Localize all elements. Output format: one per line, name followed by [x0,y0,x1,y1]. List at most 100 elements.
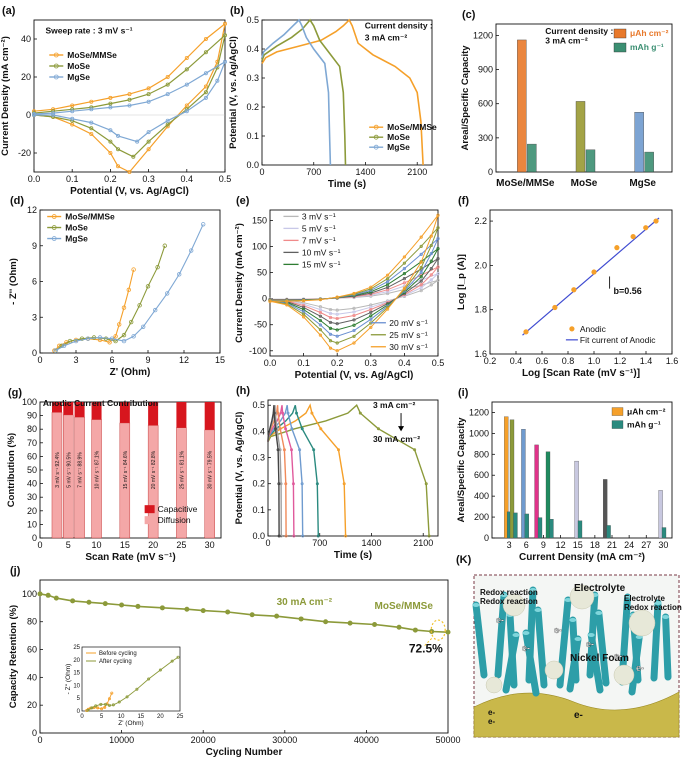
legend-label: MgSe [65,234,88,244]
inset-x-tick-label: 20 [157,714,164,720]
annotation: Current density : [365,21,433,31]
legend-marker [51,225,57,230]
data-point [318,307,322,312]
bar-specific [661,527,667,539]
data-point [116,322,122,327]
legend-swatch [613,42,627,53]
data-point [385,280,390,284]
y-tick-label: 50 [27,465,37,475]
schematic-label: Electrolyte [624,594,665,603]
data-point [335,316,339,321]
data-point [352,341,356,345]
x-tick-label: 1.0 [588,356,601,366]
bar-label: 5 mV s⁻¹ 90.5% [66,452,72,488]
y-tick-label: 0.3 [252,453,265,463]
bar-specific [606,525,611,539]
electron-label: e- [614,651,622,661]
data-point [108,95,113,100]
data-point [328,326,333,330]
data-point [419,235,423,239]
y-tick-label: 1.8 [474,305,487,315]
data-point [126,287,131,293]
x-tick-label: 1.2 [614,356,627,366]
y-tick-label: 300 [478,133,493,143]
bar [644,151,654,173]
series-12 mA cm⁻² [267,405,304,537]
data-point [85,336,91,341]
series-MoSe/MMSe [261,18,424,166]
x-tick-label: 50000 [435,735,460,745]
data-point [70,122,75,127]
y-tick-label: 80 [27,617,37,627]
y-tick-label: 600 [474,470,489,480]
data-point [429,267,433,271]
data-point [285,303,289,307]
data-point [352,306,356,310]
y-axis-label: Potential (V, vs. Ag/AgCl) [228,36,239,149]
data-point [277,534,281,538]
data-point [203,90,208,95]
inset-point [90,706,94,710]
data-point [67,338,73,344]
bar-capacitive [74,402,85,418]
data-point [335,341,339,345]
bar-label: 10 mV s⁻¹ 87.1% [95,450,101,489]
data-point [301,299,306,303]
x-tick-label: 0.4 [510,356,523,366]
panel-letter: (c) [462,9,476,21]
inset-point [158,668,162,672]
data-point [552,304,558,311]
data-point [369,325,373,329]
y-tick-label: 2.2 [474,216,487,226]
panel-f: 0.2 0.4 0.6 0.8 1.0 1.2 1.4 1.6 1.6 1.8 2.0 2.2 Log … [456,195,678,379]
data-point [402,255,406,259]
data-point [146,147,151,152]
electrolyte-ion [502,593,526,617]
legend-label: Fit current of Anodic [580,335,656,345]
data-point [413,448,417,452]
data-point [294,411,298,415]
y-tick-label: 10 [27,519,37,529]
x-tick-label: 10000 [109,735,134,745]
data-point [419,283,423,287]
bar-areal [534,444,539,539]
series-line [54,269,135,351]
data-point [131,154,136,159]
data-point [37,591,43,597]
series-MgSe [33,60,227,143]
schematic-label: Redox reaction [624,603,682,612]
x-tick-label: 0.2 [484,356,497,366]
bar-capacitive [204,402,215,430]
panel-letter: (b) [230,5,244,17]
data-point [184,82,189,87]
x-category-label: MgSe [629,178,656,189]
panel-a: 0.0 0.1 0.2 0.3 0.4 0.5 -20 0 20 40 Potential (V, … [0,5,231,197]
y-tick-label: 0.3 [246,73,259,83]
panel-g: 0 5 10 15 20 25 30 0 10 20 30 40 50 60 70 80 90 100 Scan R… [6,387,222,563]
nanorod [494,591,508,679]
bar [527,143,537,173]
y-tick-label: 90 [27,411,37,421]
data-point [145,284,151,289]
nanorod [534,606,548,689]
nanorod [628,633,643,696]
y-tick-label: 0.0 [246,160,259,170]
x-tick-label: 6 [109,355,114,365]
legend-label: MoSe [387,132,410,142]
bar-areal [509,419,515,539]
data-point [284,427,288,431]
data-point [32,113,37,118]
panel-letter: (f) [458,195,469,207]
y-tick-label: 400 [474,491,489,501]
data-point [200,222,206,227]
x-tick-label: 0 [265,538,270,548]
schematic-label: e- [574,710,583,721]
y-tick-label: 30 [27,492,37,502]
data-point [323,619,329,625]
y-tick-label: 12 [27,205,37,215]
data-point [268,299,272,303]
x-axis-label: Time (s) [334,550,372,561]
data-point [127,97,132,102]
bar-capacitive [148,402,159,426]
